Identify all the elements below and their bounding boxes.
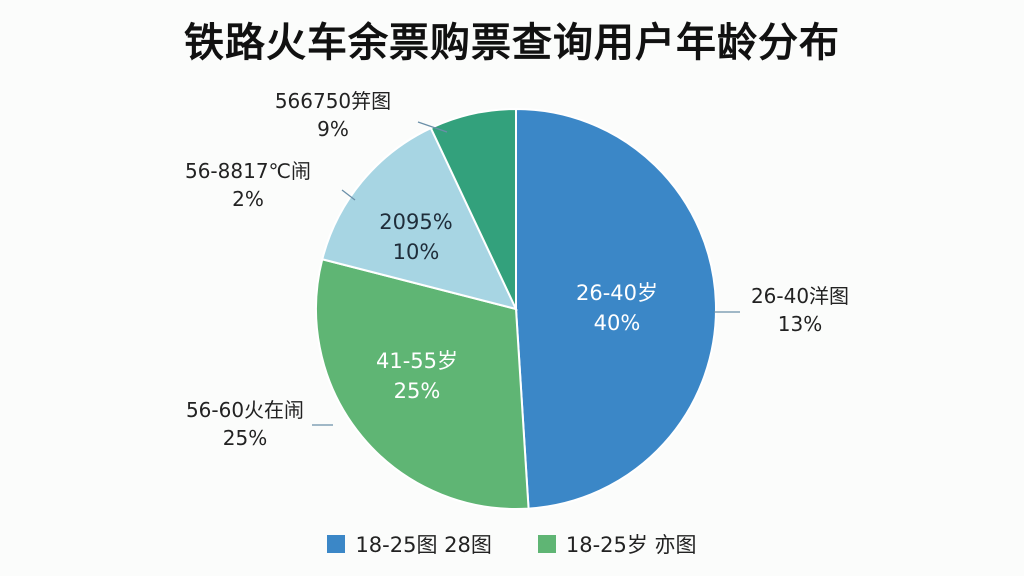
slice-outer-label: 566750笄图 (275, 89, 391, 113)
slice-inner-label: 41-55岁 (376, 349, 458, 373)
pie-slice (315, 258, 530, 510)
leader-line (341, 189, 356, 201)
slice-outer-label: 9% (317, 117, 349, 141)
slice-inner-label: 10% (393, 240, 440, 264)
slice-outer-label: 56-60火在闹 (186, 398, 304, 422)
slice-inner-label: 40% (594, 311, 641, 335)
pie-slice (429, 107, 517, 310)
legend-item: 18-25岁 亦图 (537, 529, 697, 559)
slice-inner-label: 26-40岁 (576, 281, 658, 305)
pie-slice (515, 107, 717, 510)
legend-item: 18-25图 28图 (327, 529, 492, 559)
slice-outer-label: 56-8817℃闹 (185, 159, 311, 183)
slice-outer-label: 26-40洋图 (751, 284, 849, 308)
chart-title: 铁路火车余票购票查询用户年龄分布 (184, 20, 840, 66)
legend-label: 18-25岁 亦图 (565, 533, 697, 557)
slice-outer-label: 2% (232, 187, 264, 211)
pie-slice (321, 126, 518, 311)
slice-outer-label: 13% (778, 312, 822, 336)
legend-swatch (537, 535, 556, 553)
legend-label: 18-25图 28图 (355, 533, 492, 557)
slice-outer-label: 25% (223, 426, 267, 450)
legend: 18-25图 28图 18-25岁 亦图 (0, 529, 1024, 559)
slice-inner-label: 2095% (379, 210, 452, 234)
legend-swatch (327, 535, 346, 553)
slice-inner-label: 25% (394, 379, 441, 403)
leader-line (417, 121, 448, 133)
